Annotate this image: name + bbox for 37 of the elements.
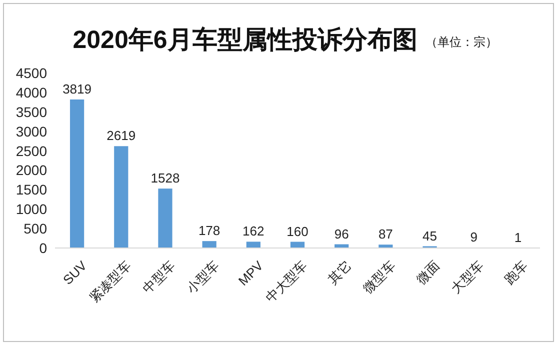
data-label: 9 xyxy=(470,230,478,245)
bar xyxy=(158,188,172,248)
data-label: 160 xyxy=(286,224,308,239)
y-tick-label: 1000 xyxy=(16,201,48,218)
data-label: 1 xyxy=(514,230,522,245)
data-label: 96 xyxy=(334,226,349,242)
data-label: 87 xyxy=(378,226,393,242)
x-tick-label: 大型车 xyxy=(448,258,486,296)
x-tick-label: 小型车 xyxy=(184,258,222,296)
data-label: 3819 xyxy=(62,81,92,96)
y-tick-label: 3000 xyxy=(16,123,48,140)
x-tick-label: 其它 xyxy=(325,258,354,287)
bar xyxy=(202,241,216,248)
x-tick-label: 微型车 xyxy=(360,258,398,296)
y-tick-label: 2000 xyxy=(16,162,48,178)
x-tick-label: 中型车 xyxy=(140,258,178,296)
y-tick-label: 4500 xyxy=(16,65,48,81)
x-tick-label: 紧凑型车 xyxy=(86,258,134,306)
bar xyxy=(70,99,84,248)
data-label: 178 xyxy=(198,223,220,238)
chart-title: 2020年6月车型属性投诉分布图 xyxy=(72,26,418,54)
y-tick-label: 0 xyxy=(39,240,48,256)
y-tick-label: 1500 xyxy=(16,182,48,198)
data-label: 1528 xyxy=(150,170,180,186)
x-tick-label: 跑车 xyxy=(502,258,531,287)
data-label: 45 xyxy=(422,228,438,244)
data-label: 162 xyxy=(242,224,264,239)
x-tick-label: 微面 xyxy=(413,258,442,287)
bar xyxy=(246,242,260,248)
y-tick-label: 500 xyxy=(24,220,48,237)
x-tick-label: 中大型车 xyxy=(262,258,310,306)
data-label: 2619 xyxy=(106,128,136,144)
y-tick-label: 2500 xyxy=(16,142,48,159)
y-tick-label: 3500 xyxy=(16,104,48,120)
chart-subtitle: （单位：宗） xyxy=(425,35,498,49)
y-tick-label: 4000 xyxy=(16,84,48,100)
bar xyxy=(114,146,128,248)
